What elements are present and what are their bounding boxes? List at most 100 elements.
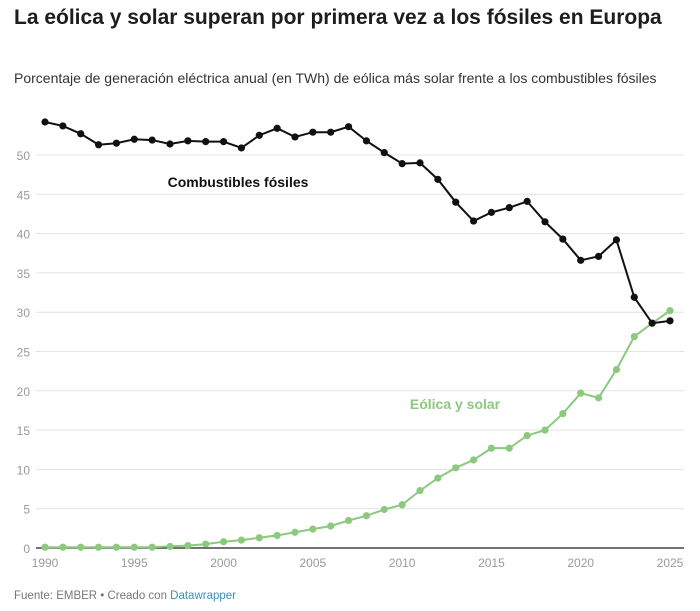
data-point xyxy=(344,123,353,131)
data-point xyxy=(523,197,531,205)
y-tick-label: 0 xyxy=(23,542,30,556)
series-line xyxy=(44,121,671,325)
y-tick-label: 35 xyxy=(17,267,31,281)
data-point xyxy=(327,522,335,530)
x-tick-label: 2015 xyxy=(478,556,505,570)
data-point xyxy=(130,135,138,143)
datawrapper-link[interactable]: Datawrapper xyxy=(170,590,236,602)
x-tick-label: 1995 xyxy=(121,556,148,570)
data-point xyxy=(77,543,85,551)
data-point xyxy=(594,394,603,402)
data-point xyxy=(94,141,103,149)
data-point xyxy=(219,138,228,146)
chart-title: La eólica y solar superan por primera ve… xyxy=(14,6,662,29)
data-point xyxy=(559,409,567,418)
y-tick-label: 25 xyxy=(17,346,31,360)
x-tick-label: 1990 xyxy=(32,556,59,570)
data-point xyxy=(398,501,406,509)
y-tick-label: 5 xyxy=(23,503,30,517)
data-point xyxy=(398,160,406,168)
data-point xyxy=(577,256,585,264)
data-point xyxy=(416,159,424,167)
data-point xyxy=(594,252,603,260)
data-point xyxy=(309,525,317,533)
data-point xyxy=(309,128,317,136)
data-point xyxy=(112,543,121,551)
data-point xyxy=(523,432,531,440)
data-point xyxy=(237,144,246,152)
data-point xyxy=(452,198,460,206)
y-tick-label: 40 xyxy=(17,228,31,242)
data-point xyxy=(273,531,281,540)
series-fossils xyxy=(41,118,674,327)
data-point xyxy=(130,543,138,551)
data-point xyxy=(184,137,192,145)
series-line xyxy=(45,309,671,549)
data-point xyxy=(416,487,424,495)
y-tick-label: 30 xyxy=(17,306,31,320)
data-point xyxy=(380,149,388,157)
data-point xyxy=(291,528,299,536)
data-point xyxy=(648,319,656,327)
data-point xyxy=(148,136,156,144)
data-point xyxy=(41,118,49,126)
data-point xyxy=(255,131,263,139)
data-point xyxy=(327,128,335,136)
series-wind-solar xyxy=(41,307,674,551)
x-tick-label: 2010 xyxy=(389,556,416,570)
data-point xyxy=(612,365,621,374)
data-point xyxy=(148,543,156,551)
data-point xyxy=(469,217,478,225)
data-point xyxy=(559,235,567,243)
data-point xyxy=(434,175,442,183)
data-point xyxy=(59,122,67,130)
x-tick-label: 2020 xyxy=(567,556,594,570)
footer: Fuente: EMBER • Creado con Datawrapper xyxy=(14,590,236,602)
data-point xyxy=(380,505,388,514)
y-tick-label: 45 xyxy=(17,188,31,202)
data-point xyxy=(434,474,442,482)
data-point xyxy=(291,133,299,141)
data-point xyxy=(184,542,192,550)
data-point xyxy=(94,543,103,551)
data-point xyxy=(630,332,638,341)
series-label-wind-solar: Eólica y solar xyxy=(410,396,501,412)
data-point xyxy=(541,218,549,226)
data-point xyxy=(202,138,210,146)
data-point xyxy=(59,543,67,551)
data-point xyxy=(112,139,121,147)
x-tick-label: 2005 xyxy=(300,556,327,570)
data-point xyxy=(237,536,246,544)
y-tick-label: 10 xyxy=(17,463,31,477)
data-point xyxy=(166,542,174,551)
data-point xyxy=(41,543,49,551)
data-point xyxy=(166,140,174,148)
chart-subtitle: Porcentaje de generación eléctrica anual… xyxy=(14,70,657,86)
data-point xyxy=(505,444,513,452)
series-label-fossils: Combustibles fósiles xyxy=(168,174,309,190)
data-point xyxy=(612,236,621,244)
data-point xyxy=(77,130,85,138)
data-point xyxy=(202,540,210,548)
data-point xyxy=(273,124,281,132)
data-point xyxy=(344,516,353,525)
data-point xyxy=(452,464,460,472)
data-point xyxy=(219,538,228,546)
x-tick-label: 2000 xyxy=(210,556,237,570)
data-point xyxy=(487,444,496,452)
data-point xyxy=(541,426,549,434)
y-tick-label: 20 xyxy=(17,385,31,399)
data-point xyxy=(469,456,478,464)
x-tick-label: 2025 xyxy=(657,556,684,570)
data-point xyxy=(362,137,371,145)
data-point xyxy=(255,534,263,542)
data-point xyxy=(362,512,371,520)
y-tick-label: 15 xyxy=(17,424,31,438)
data-point xyxy=(487,208,496,216)
y-tick-label: 50 xyxy=(17,149,31,163)
data-point xyxy=(577,389,585,397)
data-point xyxy=(505,204,513,212)
data-point xyxy=(630,293,638,301)
data-point xyxy=(666,317,674,325)
